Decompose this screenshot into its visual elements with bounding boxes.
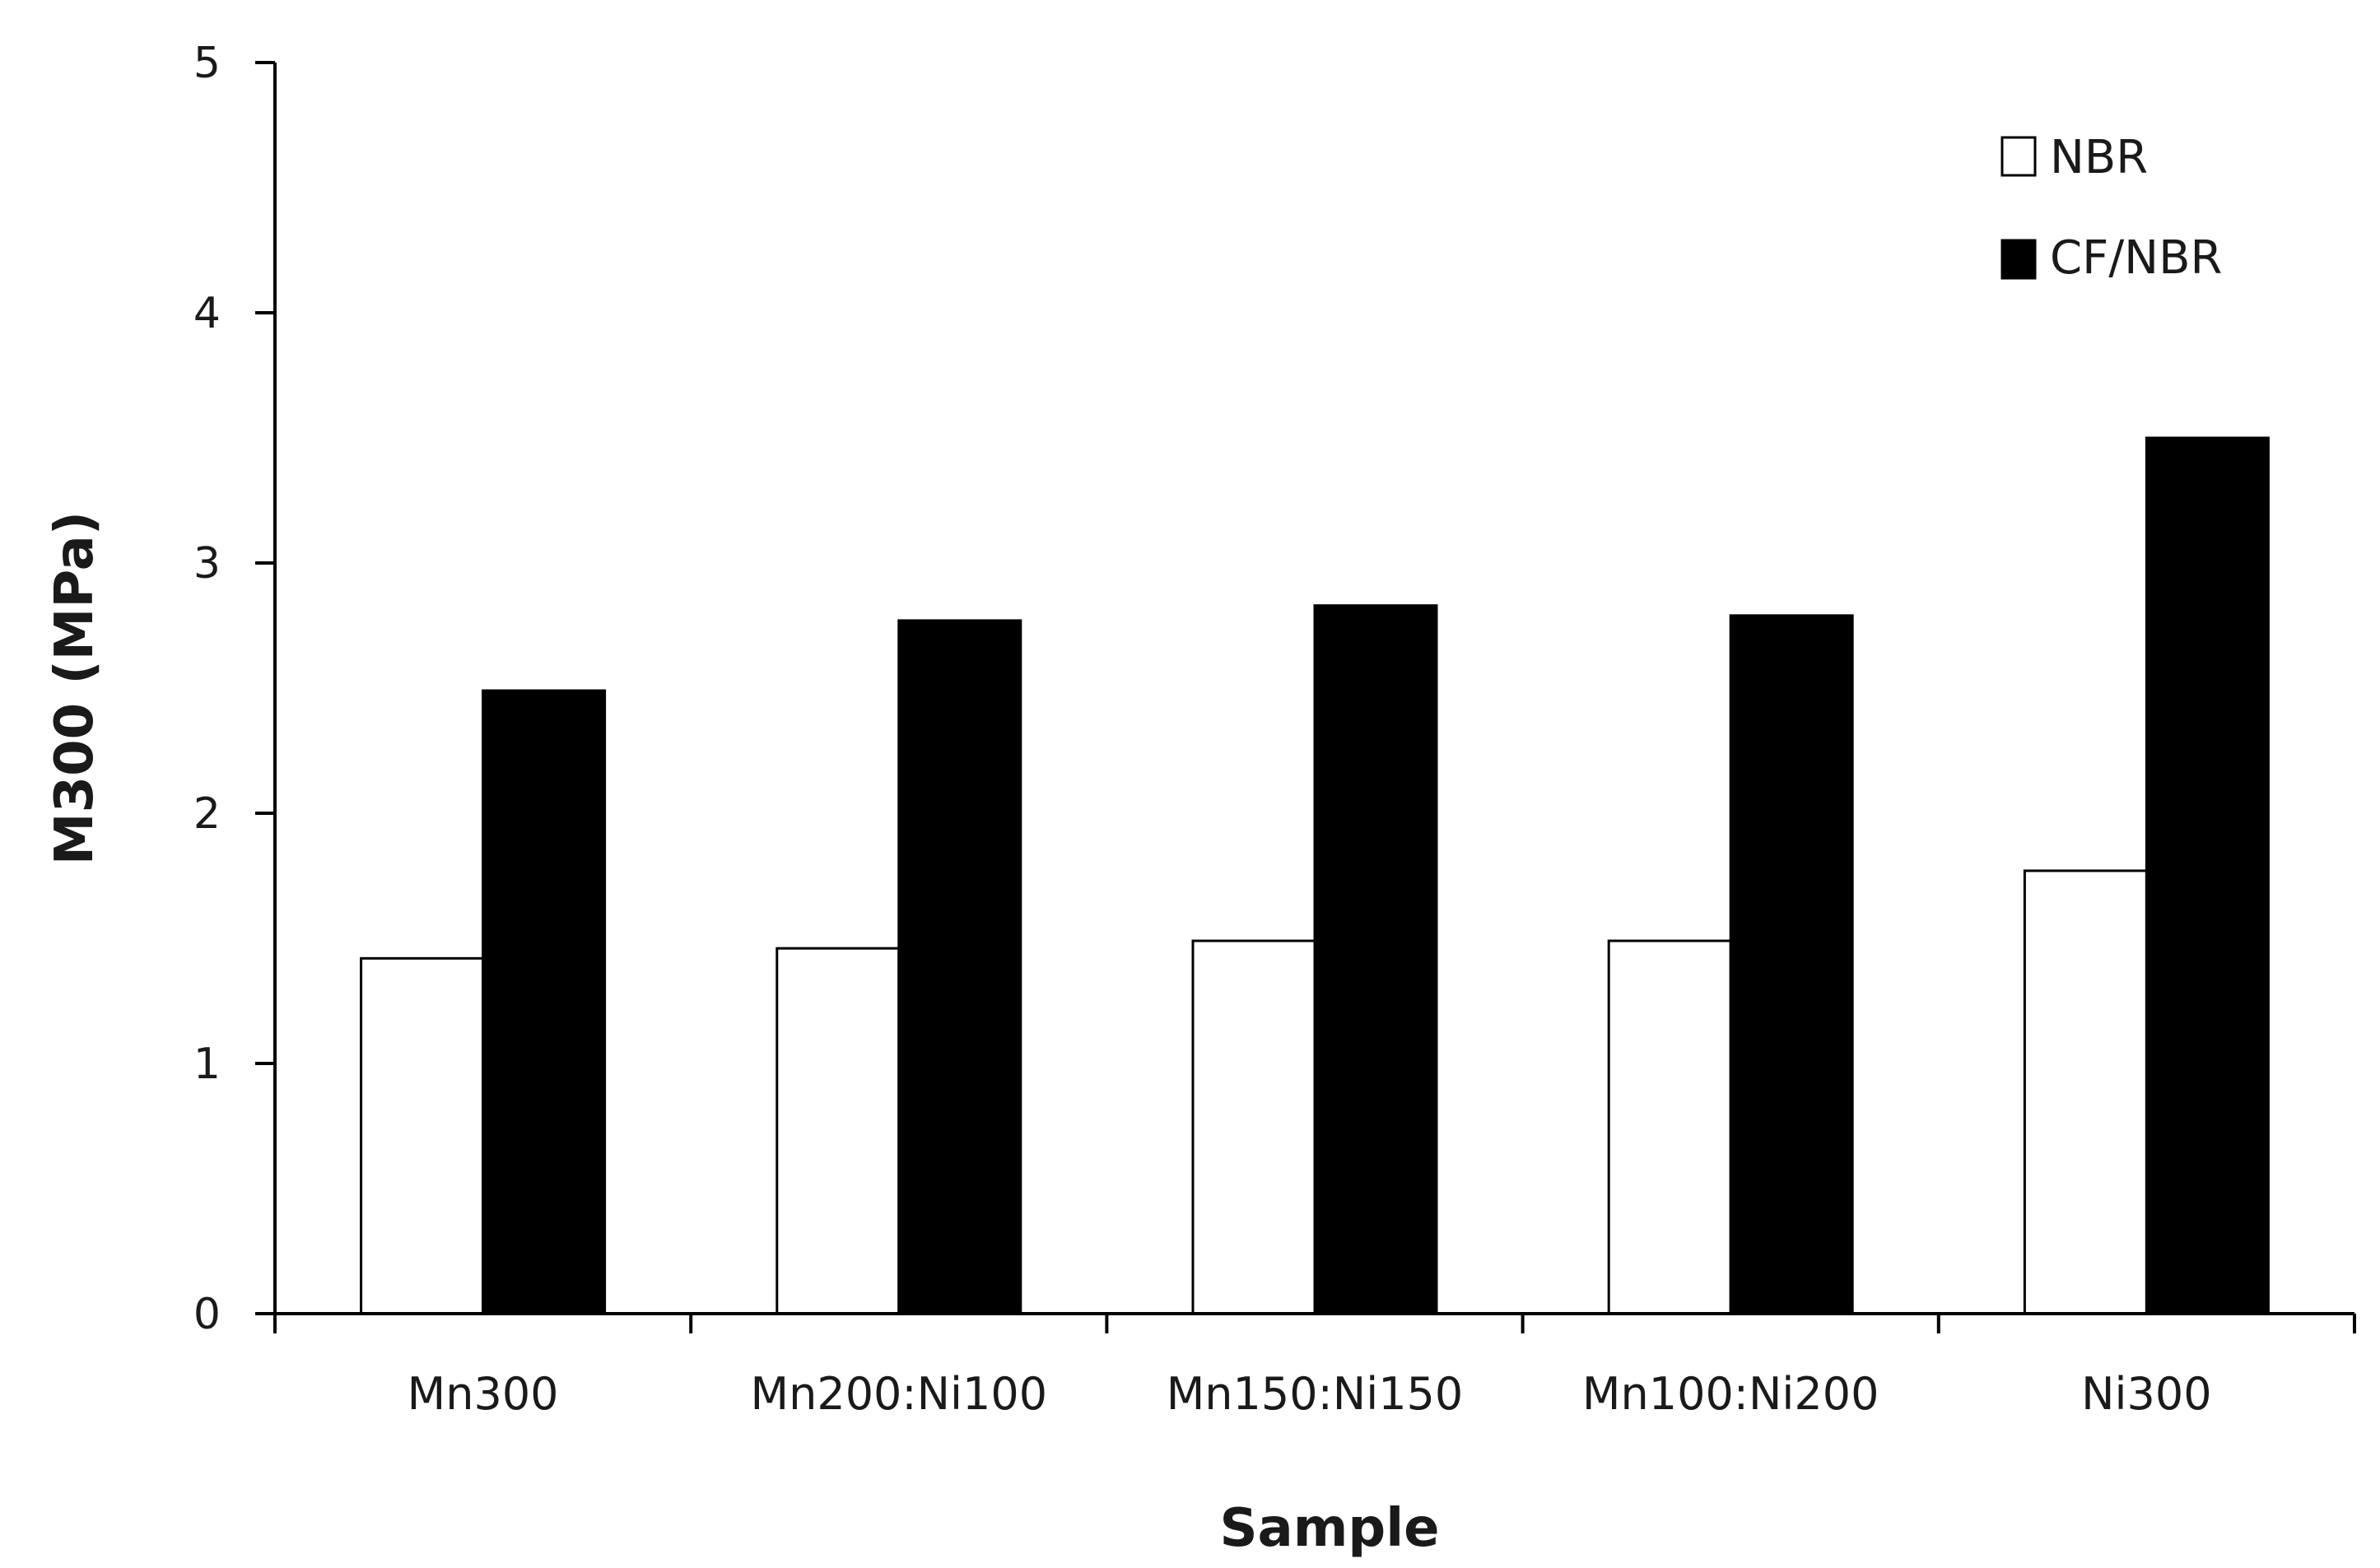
bar-nbr-mn100-ni200	[1607, 939, 1732, 1315]
x-tick-label-mn150-ni150: Mn150:Ni150	[1167, 1368, 1464, 1420]
y-axis-title: M300 (MPa)	[44, 511, 105, 865]
bar-cf-nbr-mn200-ni100	[897, 619, 1022, 1315]
legend: NBR CF/NBR	[2000, 131, 2222, 285]
y-tick-label: 1	[193, 1040, 221, 1089]
legend-label-cf-nbr: CF/NBR	[2050, 231, 2222, 285]
axes-layer	[273, 63, 2354, 1315]
x-ticks: Mn300 Mn200:Ni100 Mn150:Ni150 Mn100:Ni200 Ni…	[273, 1314, 2356, 1420]
bar-nbr-mn300	[360, 956, 485, 1315]
y-tick-label: 3	[193, 539, 221, 589]
bar-cf-nbr-ni300	[2145, 436, 2270, 1315]
legend-swatch-cf-nbr	[2000, 239, 2037, 280]
bar-nbr-mn150-ni150	[1191, 939, 1316, 1315]
bars-layer	[360, 436, 2270, 1315]
y-tick-label: 0	[193, 1290, 221, 1339]
y-ticks: 0 1 2 3 4 5	[193, 39, 275, 1339]
bar-cf-nbr-mn300	[482, 689, 607, 1315]
y-tick-label: 5	[193, 39, 221, 88]
x-tick-label-ni300: Ni300	[2081, 1368, 2211, 1420]
bar-nbr-ni300	[2023, 869, 2148, 1315]
legend-label-nbr: NBR	[2050, 131, 2148, 184]
y-tick-label: 2	[193, 789, 221, 839]
legend-swatch-nbr	[2000, 136, 2037, 177]
bar-cf-nbr-mn100-ni200	[1729, 614, 1854, 1315]
x-tick-label-mn300: Mn300	[408, 1368, 559, 1420]
x-tick-label-mn200-ni100: Mn200:Ni100	[751, 1368, 1048, 1420]
bar-cf-nbr-mn150-ni150	[1313, 604, 1438, 1315]
y-tick-label: 4	[193, 289, 221, 338]
x-axis-title: Sample	[1219, 1498, 1439, 1559]
x-tick-label-mn100-ni200: Mn100:Ni200	[1582, 1368, 1879, 1420]
bar-nbr-mn200-ni100	[775, 947, 901, 1315]
